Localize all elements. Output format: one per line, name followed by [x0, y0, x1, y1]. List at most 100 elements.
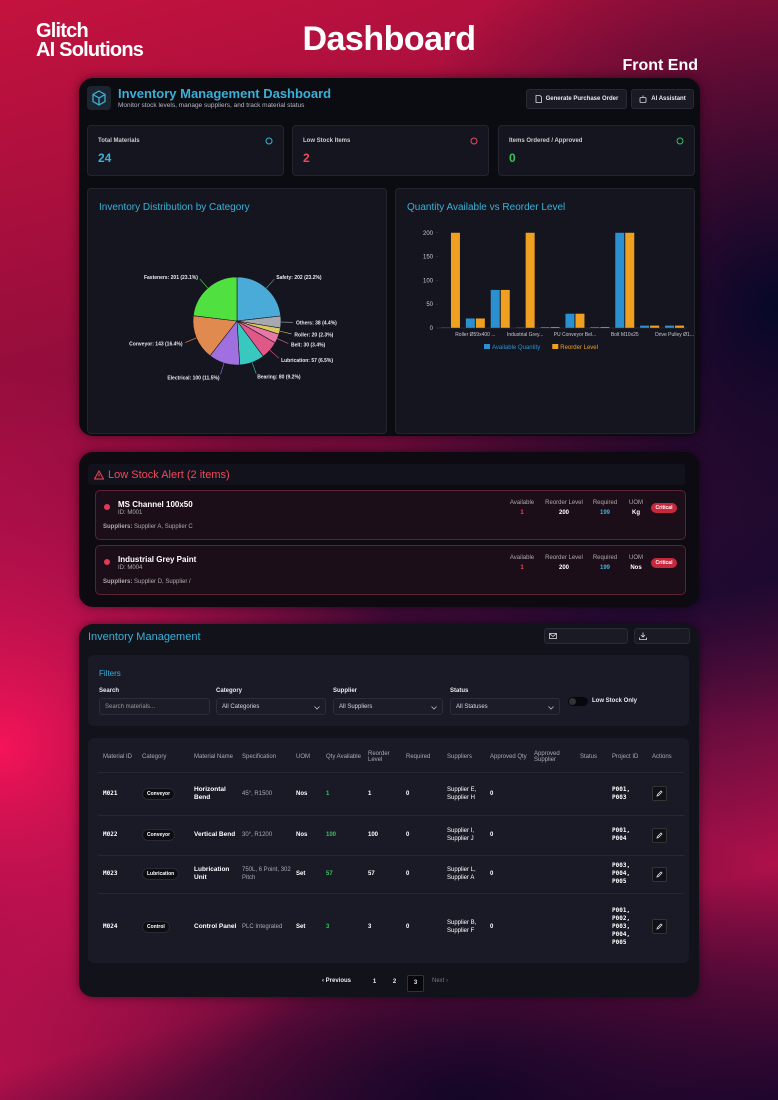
table-cell: 0: [485, 815, 529, 855]
field-value: 200: [558, 565, 569, 571]
bar: [665, 325, 675, 328]
table-cell: Supplier E, Supplier H: [442, 772, 485, 815]
email-button[interactable]: [544, 628, 628, 644]
search-input[interactable]: Search materials...: [99, 698, 210, 715]
filters-box: [88, 655, 689, 726]
column-header: Status: [580, 753, 598, 760]
icon-shape: [656, 923, 663, 930]
column-header: Category: [142, 753, 167, 760]
cell-text: M023: [103, 870, 118, 877]
slice-label: Belt: 30 (3.4%): [291, 343, 326, 349]
next-button[interactable]: Next ›: [432, 978, 449, 984]
legend-label: Reorder Level: [560, 345, 598, 351]
table-cell: [647, 772, 684, 815]
stat-value: 24: [98, 151, 112, 165]
table-cell: 57: [363, 855, 401, 893]
page-tag: Front End: [622, 57, 698, 74]
cell-text: 0: [490, 923, 494, 930]
stat-card: Items Ordered / Approved 0: [498, 125, 695, 176]
icon: [639, 95, 647, 103]
cell-text: Supplier L, Supplier A: [447, 867, 476, 881]
slice-label: Safety: 202 (23.2%): [276, 275, 322, 281]
table-cell: Supplier B, Supplier F: [442, 893, 485, 960]
purchase-order-button[interactable]: Generate Purchase Order: [526, 89, 627, 109]
icon: [92, 90, 106, 106]
inventory-title: Inventory Management: [88, 631, 201, 643]
alert-header: [88, 464, 685, 485]
cell-text: M024: [103, 922, 118, 930]
table-cell: Conveyor: [137, 815, 189, 855]
bar-card: Quantity Available vs Reorder Level 0 50 10…: [395, 188, 695, 434]
x-tick-label: Bolt M10x25: [611, 332, 639, 338]
field-value: Nos: [630, 565, 642, 571]
brand: Glitch AI Solutions: [36, 21, 144, 60]
item-name: Industrial Grey Paint: [118, 555, 197, 564]
edit-button[interactable]: [652, 866, 667, 882]
column-header: Approved Qty: [490, 753, 527, 760]
status-dot: [104, 504, 110, 510]
edit-button[interactable]: [652, 827, 667, 843]
suppliers-label: Suppliers:: [103, 524, 133, 530]
table-cell: Conveyor: [137, 772, 189, 815]
bar: [575, 313, 585, 328]
y-tick-label: 100: [423, 278, 434, 284]
ai-assistant-button[interactable]: AI Assistant: [631, 89, 694, 109]
column-header: Material ID: [103, 753, 133, 760]
y-tick-label: 0: [430, 326, 434, 332]
table-cell: [529, 855, 575, 893]
slice-label: Electrical: 100 (11.5%): [167, 375, 220, 381]
icon: [535, 95, 542, 103]
download-button[interactable]: [634, 628, 690, 644]
bar: [475, 318, 485, 328]
table-row: M022 Conveyor Vertical Bend 30°, R1200 Nos 10…: [98, 815, 684, 855]
edit-icon: [656, 790, 663, 797]
leader-line: [279, 330, 292, 335]
icon: [549, 633, 557, 639]
inventory-table: Material ID Category Material Name Specific…: [98, 742, 684, 960]
status-badge: Critical: [651, 558, 677, 568]
cell-text: 0: [490, 832, 494, 838]
edit-button[interactable]: [652, 786, 667, 801]
toggle-label: Low Stock Only: [592, 698, 638, 704]
bar: [615, 232, 625, 328]
edit-button[interactable]: [652, 919, 667, 935]
button-label: AI Assistant: [651, 96, 686, 102]
cell-text: M021: [103, 789, 118, 797]
bar: [465, 318, 475, 328]
page-button[interactable]: 1: [372, 979, 377, 985]
item-suppliers: Suppliers: Supplier A, Supplier C: [103, 524, 193, 530]
previous-button[interactable]: ‹ Previous: [322, 978, 352, 984]
filter-label: Supplier: [333, 688, 358, 694]
y-tick-label: 200: [423, 231, 434, 237]
table-row: M021 Conveyor Horizontal Bend 45°, R1500 Nos…: [98, 772, 684, 815]
cell-text: Supplier I, Supplier J: [447, 828, 475, 842]
table-cell: Control Panel: [189, 893, 237, 960]
cell-text: 100: [326, 832, 337, 838]
item-name: MS Channel 100x50: [118, 500, 193, 509]
legend-label: Available Quantity: [492, 345, 540, 351]
table-cell: Set: [291, 893, 321, 960]
filter-select[interactable]: All Statuses: [450, 698, 560, 715]
field-value: 1: [520, 510, 524, 516]
table-cell: [575, 855, 607, 893]
warning-icon: [94, 470, 104, 480]
filter-select[interactable]: All Categories: [216, 698, 326, 715]
suppliers-text: Supplier D, Supplier /: [134, 579, 191, 585]
table-cell: [529, 772, 575, 815]
page-title: Dashboard: [302, 20, 476, 58]
page-button[interactable]: 2: [392, 979, 397, 985]
column-header: Suppliers: [447, 753, 473, 760]
stat-label: Total Materials: [98, 138, 140, 144]
table-cell: M023: [98, 855, 137, 893]
table-cell: 57: [321, 855, 363, 893]
toggle[interactable]: [568, 697, 588, 706]
leader-line: [269, 350, 280, 359]
page-button[interactable]: 3: [407, 975, 424, 992]
table-cell: Vertical Bend: [189, 815, 237, 855]
chevron: [548, 706, 554, 710]
filter-select[interactable]: All Suppliers: [333, 698, 443, 715]
column-header: Project ID: [612, 753, 639, 760]
cell-text: P001, P003: [612, 785, 631, 801]
filter-label: Status: [450, 688, 469, 694]
select-value: All Suppliers: [339, 703, 373, 710]
